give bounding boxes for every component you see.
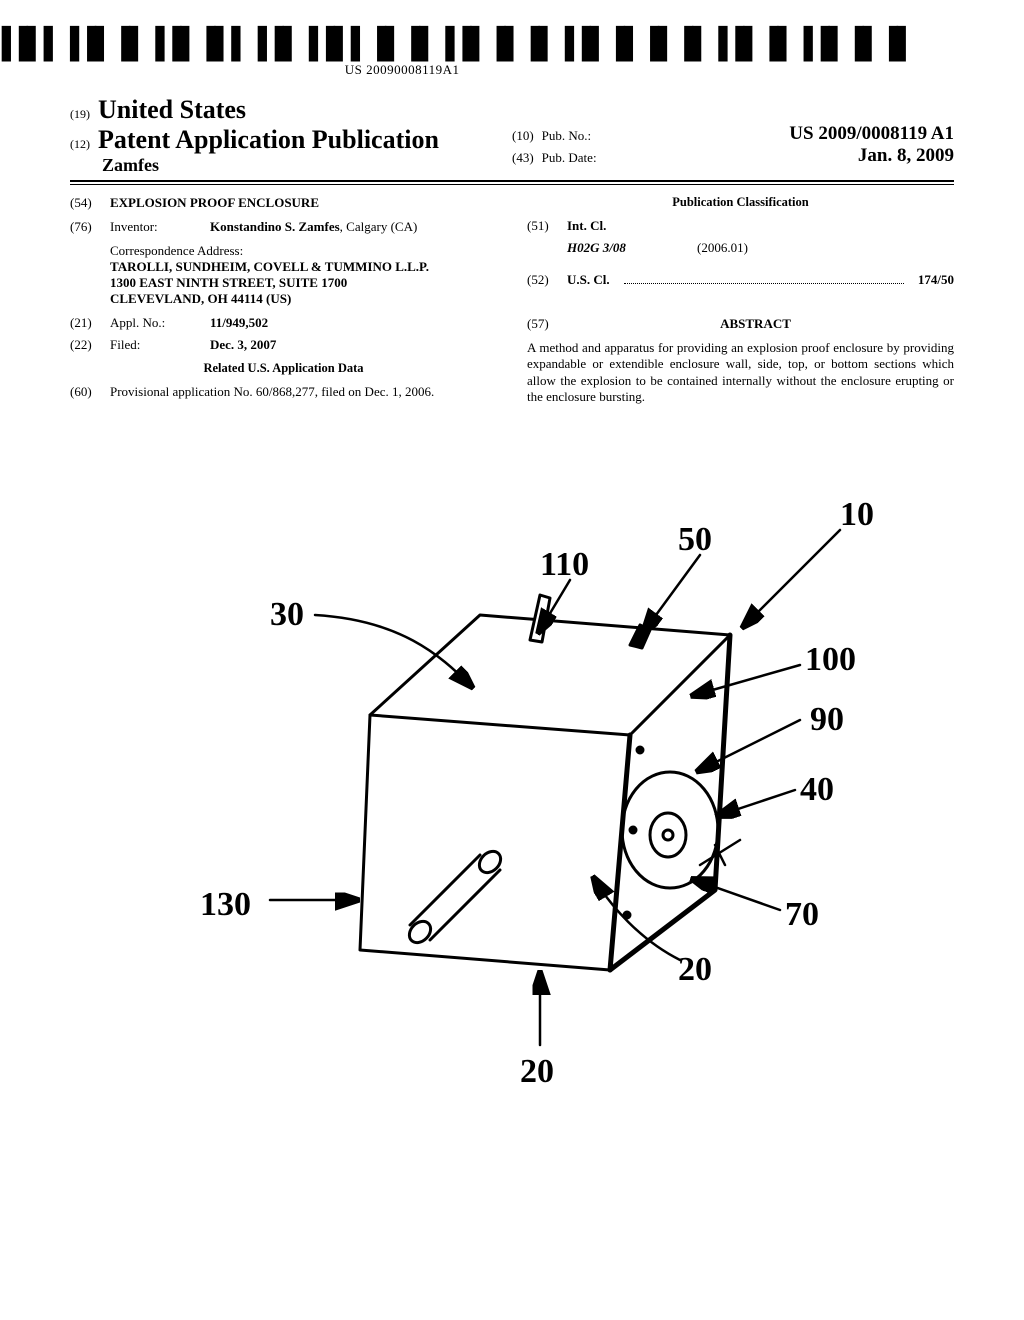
invention-title: EXPLOSION PROOF ENCLOSURE <box>110 195 319 211</box>
pubdate: Jan. 8, 2009 <box>858 145 954 167</box>
inventor-loc: , Calgary (CA) <box>340 219 418 234</box>
abstract-text: A method and apparatus for providing an … <box>527 340 954 405</box>
hr-thin <box>70 184 954 185</box>
num-22: (22) <box>70 337 100 353</box>
num-57: (57) <box>527 316 557 332</box>
header-right: (10) Pub. No.: US 2009/0008119 A1 (43) P… <box>512 95 954 176</box>
pub-class-hdr: Publication Classification <box>527 195 954 210</box>
author: Zamfes <box>102 155 512 176</box>
fig-label-20a: 20 <box>678 951 712 988</box>
intcl-date: (2006.01) <box>697 240 748 256</box>
num-52: (52) <box>527 272 557 288</box>
uscl-label: U.S. Cl. <box>567 272 610 288</box>
patent-figure: 10 50 110 30 100 90 40 70 20 20 130 <box>140 470 900 1090</box>
fig-label-110: 110 <box>540 546 589 583</box>
pubno: US 2009/0008119 A1 <box>789 123 954 145</box>
barcode-text: US 20090008119A1 <box>0 62 914 78</box>
num-10: (10) <box>512 123 534 145</box>
fig-label-70: 70 <box>785 896 819 933</box>
header-left: (19) United States (12) Patent Applicati… <box>70 95 512 176</box>
left-column: (54) EXPLOSION PROOF ENCLOSURE (76) Inve… <box>70 195 497 406</box>
num-54: (54) <box>70 195 100 211</box>
fig-label-20b: 20 <box>520 1053 554 1090</box>
num-76: (76) <box>70 219 100 235</box>
abstract-hdr: ABSTRACT <box>557 316 954 332</box>
dots-leader <box>624 273 904 284</box>
inventor-name: Konstandino S. Zamfes, Calgary (CA) <box>210 219 497 235</box>
num-51: (51) <box>527 218 557 234</box>
fig-label-10: 10 <box>840 496 874 533</box>
provisional-text: Provisional application No. 60/868,277, … <box>110 384 497 400</box>
fig-label-30: 30 <box>270 596 304 633</box>
fig-label-50: 50 <box>678 521 712 558</box>
inventor-label: Inventor: <box>110 219 200 235</box>
corr-name: TAROLLI, SUNDHEIM, COVELL & TUMMINO L.L.… <box>110 259 497 275</box>
num-21: (21) <box>70 315 100 331</box>
figure-svg: 10 50 110 30 100 90 40 70 20 20 130 <box>140 470 900 1090</box>
applno: 11/949,502 <box>210 315 497 331</box>
fig-label-130: 130 <box>200 886 251 923</box>
hr-thick <box>70 180 954 182</box>
filed-label: Filed: <box>110 337 200 353</box>
right-column: Publication Classification (51) Int. Cl.… <box>527 195 954 406</box>
fig-label-40: 40 <box>800 771 834 808</box>
bibliographic-columns: (54) EXPLOSION PROOF ENCLOSURE (76) Inve… <box>70 195 954 406</box>
pubno-label: Pub. No.: <box>542 123 591 145</box>
pub-type: Patent Application Publication <box>98 125 439 155</box>
header: (19) United States (12) Patent Applicati… <box>70 95 954 176</box>
pubdate-label: Pub. Date: <box>542 145 597 167</box>
barcode: ▌▐▌▐▌▌▐▐▌▌▐▐▌▐▌▐▐▌▐▌▌▐▐▌▐▐▌▌▐▌▐▌▐▐▌▐▌▐▌▐… <box>0 30 914 60</box>
uscl-value: 174/50 <box>918 272 954 288</box>
intcl-label: Int. Cl. <box>567 218 606 234</box>
num-43: (43) <box>512 145 534 167</box>
corr-city: CLEVEVLAND, OH 44114 (US) <box>110 291 497 307</box>
fig-label-90: 90 <box>810 701 844 738</box>
corr-street: 1300 EAST NINTH STREET, SUITE 1700 <box>110 275 497 291</box>
corr-label: Correspondence Address: <box>110 243 497 259</box>
num-19: (19) <box>70 95 90 125</box>
fig-label-100: 100 <box>805 641 856 678</box>
filed-date: Dec. 3, 2007 <box>210 337 497 353</box>
spacer <box>527 240 557 256</box>
num-60: (60) <box>70 384 100 400</box>
related-data-hdr: Related U.S. Application Data <box>70 361 497 376</box>
country: United States <box>98 95 246 125</box>
num-12: (12) <box>70 125 90 155</box>
correspondence-address: Correspondence Address: TAROLLI, SUNDHEI… <box>110 243 497 307</box>
patent-page: ▌▐▌▐▌▌▐▐▌▌▐▐▌▐▌▐▐▌▐▌▌▐▐▌▐▐▌▌▐▌▐▌▐▐▌▐▌▐▌▐… <box>0 0 1024 1320</box>
applno-label: Appl. No.: <box>110 315 200 331</box>
intcl-code: H02G 3/08 <box>567 240 687 256</box>
barcode-block: ▌▐▌▐▌▌▐▐▌▌▐▐▌▐▌▐▐▌▐▌▌▐▐▌▐▐▌▌▐▌▐▌▐▐▌▐▌▐▌▐… <box>0 30 914 78</box>
inventor-bold: Konstandino S. Zamfes <box>210 219 340 234</box>
